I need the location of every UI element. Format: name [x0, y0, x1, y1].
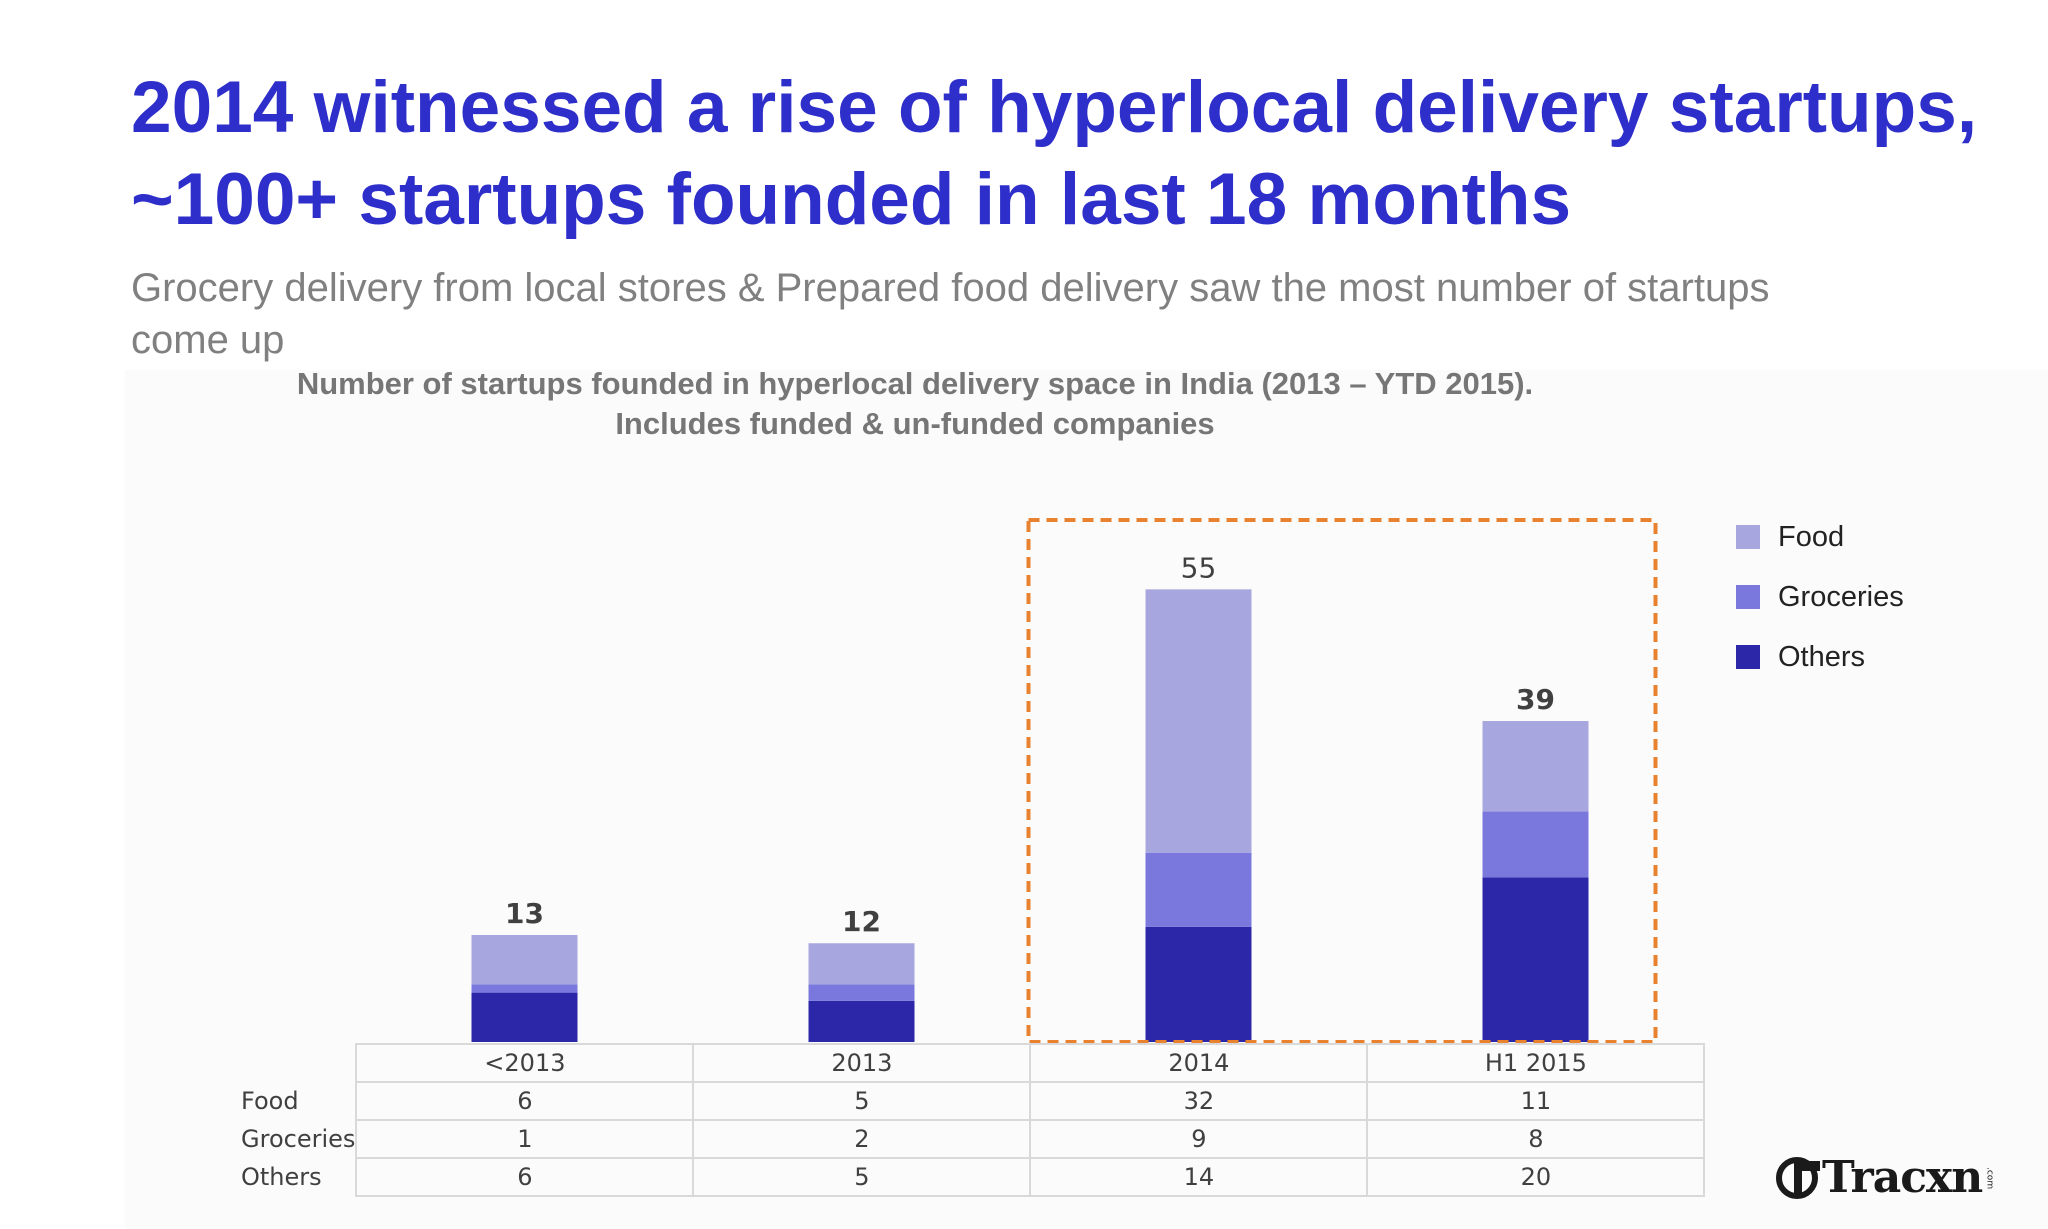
- table-cell: 5: [692, 1157, 1032, 1197]
- legend-label-others: Others: [1778, 641, 1866, 673]
- bar-segment-groceries: [808, 984, 915, 1001]
- bar-segment-food: [471, 935, 578, 985]
- highlight-box: [1026, 518, 1658, 1044]
- logo-suffix: .com: [1984, 1166, 1995, 1190]
- table-row-groceries: Groceries 1 2 9 8: [235, 1119, 1706, 1159]
- table-cell: 2: [692, 1119, 1032, 1159]
- table-cell: 6: [355, 1157, 695, 1197]
- bar-segment-others: [1145, 926, 1252, 1042]
- bar-segment-others: [471, 992, 578, 1042]
- data-table: <2013 2013 2014 H1 2015 Food 6 5 32 11 G…: [235, 1043, 1706, 1197]
- chart-title: Number of startups founded in hyperlocal…: [296, 366, 1534, 441]
- table-cell: 5: [692, 1081, 1032, 1121]
- bar-total-label: 39: [1516, 683, 1555, 716]
- bar-segment-food: [1145, 589, 1252, 853]
- legend-swatch-groceries: [1736, 585, 1760, 609]
- table-header-cell: 2013: [692, 1043, 1032, 1083]
- bar-segment-groceries: [1145, 852, 1252, 927]
- bar-total-label: 12: [842, 905, 881, 938]
- table-header-cell: H1 2015: [1366, 1043, 1706, 1083]
- bar-total-label: 55: [1181, 551, 1217, 584]
- chart-legend: Food Groceries Others: [1736, 522, 1904, 702]
- table-cell: 8: [1366, 1119, 1706, 1159]
- bar-segment-food: [1482, 721, 1589, 812]
- logo-text: Tracxn: [1822, 1152, 1983, 1203]
- table-cell: 11: [1366, 1081, 1706, 1121]
- table-row-food: Food 6 5 32 11: [235, 1081, 1706, 1121]
- bar-segment-groceries: [471, 984, 578, 993]
- table-row-others: Others 6 5 14 20: [235, 1157, 1706, 1197]
- table-cell: 9: [1029, 1119, 1369, 1159]
- bar-segment-others: [808, 1000, 915, 1042]
- tracxn-logo: Tracxn .com: [1776, 1153, 1994, 1203]
- bar-total-label: 13: [505, 897, 544, 930]
- table-cell: 14: [1029, 1157, 1369, 1197]
- table-header-row: <2013 2013 2014 H1 2015: [235, 1043, 1706, 1083]
- bar-segment-food: [808, 943, 915, 985]
- bar-segment-groceries: [1482, 811, 1589, 878]
- bar-segment-others: [1482, 877, 1589, 1042]
- legend-swatch-others: [1736, 645, 1760, 669]
- slide-subtitle: Grocery delivery from local stores & Pre…: [131, 266, 1770, 362]
- table-row-label: Others: [235, 1158, 358, 1196]
- legend-item-groceries: Groceries: [1736, 582, 1904, 612]
- tracxn-logo-icon: [1776, 1157, 1820, 1199]
- table-cell: 32: [1029, 1081, 1369, 1121]
- table-cell: 6: [355, 1081, 695, 1121]
- slide-title: 2014 witnessed a rise of hyperlocal deli…: [131, 67, 1978, 240]
- legend-swatch-food: [1736, 525, 1760, 549]
- table-corner: [235, 1044, 356, 1082]
- table-row-label: Food: [235, 1082, 358, 1120]
- table-header-cell: 2014: [1029, 1043, 1369, 1083]
- legend-label-food: Food: [1778, 521, 1845, 553]
- table-cell: 1: [355, 1119, 695, 1159]
- table-row-label: Groceries: [235, 1120, 358, 1158]
- legend-item-food: Food: [1736, 522, 1904, 552]
- table-cell: 20: [1366, 1157, 1706, 1197]
- legend-item-others: Others: [1736, 642, 1904, 672]
- table-header-cell: <2013: [355, 1043, 695, 1083]
- legend-label-groceries: Groceries: [1778, 581, 1904, 613]
